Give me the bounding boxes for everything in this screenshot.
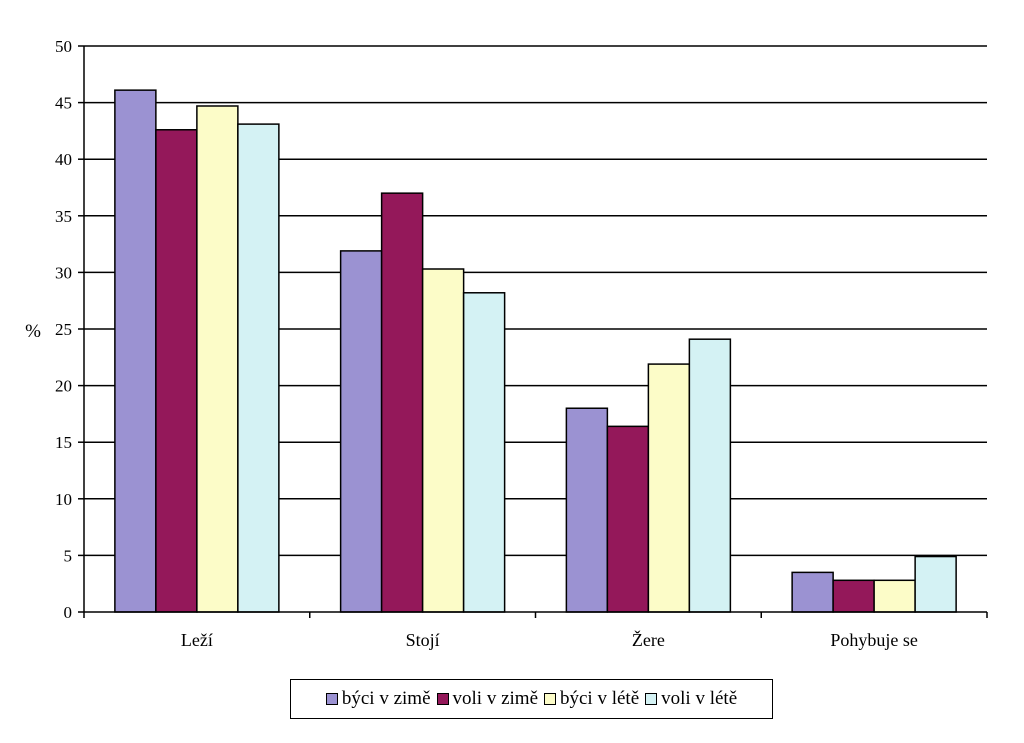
bar	[606, 425, 650, 613]
bar	[237, 123, 280, 613]
legend-item: voli v zimě	[436, 688, 538, 710]
legend-item: býci v zimě	[325, 688, 431, 710]
y-tick-label: 0	[64, 603, 73, 622]
bar	[832, 579, 875, 613]
bar	[462, 292, 506, 613]
y-tick-label: 25	[55, 320, 72, 339]
legend-item: voli v létě	[645, 688, 737, 710]
bar	[114, 89, 157, 613]
bar	[873, 579, 916, 613]
y-tick-label: 45	[55, 94, 72, 113]
bar	[647, 363, 691, 613]
legend-swatch	[436, 693, 449, 705]
y-tick-label: 15	[55, 433, 72, 452]
x-category-label: Leží	[181, 630, 213, 650]
chart-legend: býci v zimě voli v zimě býci v létě voli v …	[290, 679, 773, 719]
axes	[78, 45, 988, 618]
legend-label: býci v zimě	[341, 688, 431, 709]
bar	[565, 407, 609, 613]
y-tick-label: 5	[64, 546, 73, 565]
bar	[339, 250, 383, 613]
x-category-label: Stojí	[406, 630, 440, 650]
y-tick-label: 40	[55, 150, 72, 169]
legend-swatch	[325, 693, 338, 705]
y-tick-labels: 0 5 10 15 20 25 30 35 40 45 50	[55, 37, 72, 622]
x-category-labels: Leží Stojí Žere Pohybuje se	[181, 629, 918, 650]
bar	[421, 268, 465, 613]
y-tick-label: 50	[55, 37, 72, 56]
legend-item: býci v létě	[544, 688, 639, 710]
y-tick-label: 30	[55, 263, 72, 282]
bar	[914, 555, 957, 613]
bars	[114, 89, 957, 613]
legend-swatch	[645, 693, 658, 705]
bar	[380, 192, 424, 613]
bar	[155, 129, 198, 613]
bar	[791, 571, 834, 613]
bar	[196, 105, 239, 613]
y-tick-label: 10	[55, 490, 72, 509]
legend-swatch	[544, 693, 556, 705]
bar	[688, 338, 732, 613]
y-tick-label: 35	[55, 207, 72, 226]
legend-label: voli v létě	[661, 688, 738, 709]
y-tick-label: 20	[55, 377, 72, 396]
x-category-label: Pohybuje se	[830, 630, 918, 650]
legend-label: voli v zimě	[452, 688, 538, 709]
y-axis-label: %	[25, 321, 41, 342]
x-category-label: Žere	[632, 629, 665, 650]
legend-label: býci v létě	[560, 688, 640, 709]
